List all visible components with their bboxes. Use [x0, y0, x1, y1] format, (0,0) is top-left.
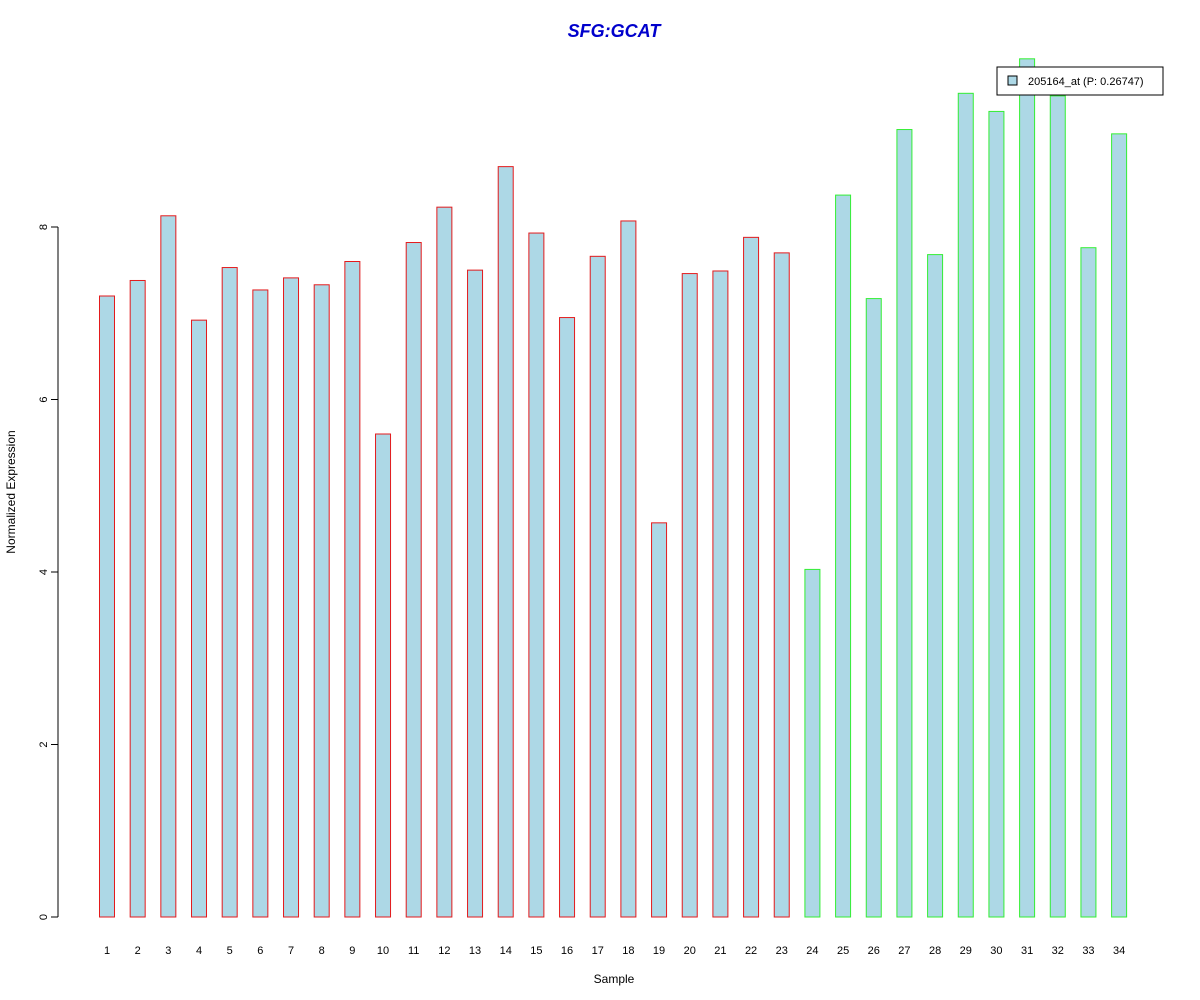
y-axis: 0 2 4 6 8 — [38, 224, 59, 920]
bar-sample-8 — [313, 284, 330, 918]
legend-swatch — [1007, 75, 1018, 86]
bar-sample-25 — [835, 194, 852, 918]
x-tick-label-13: 13 — [469, 945, 481, 957]
x-tick-label-8: 8 — [319, 945, 325, 957]
bar-sample-24 — [804, 568, 821, 918]
bar-sample-21 — [712, 270, 729, 918]
bar-sample-5 — [221, 267, 238, 918]
x-tick-label-15: 15 — [530, 945, 542, 957]
x-tick-labels: 1 2 3 4 5 6 7 8 9 10 11 12 13 14 15 16 17 18 19 20 21 22 23 24 2… — [104, 945, 1125, 957]
bar-sample-13 — [467, 269, 484, 918]
x-tick-label-32: 32 — [1052, 945, 1064, 957]
x-tick-label-27: 27 — [898, 945, 910, 957]
x-tick-label-29: 29 — [960, 945, 972, 957]
x-tick-label-1: 1 — [104, 945, 110, 957]
bar-sample-12 — [436, 206, 453, 918]
y-tick-label: 4 — [38, 569, 50, 575]
chart-title: SFG:GCAT — [568, 21, 663, 41]
x-tick-label-23: 23 — [776, 945, 788, 957]
legend-box — [996, 66, 1164, 96]
bar-sample-27 — [896, 129, 913, 918]
x-tick-label-18: 18 — [622, 945, 634, 957]
bar-sample-30 — [988, 110, 1005, 918]
x-tick-label-22: 22 — [745, 945, 757, 957]
legend-label: 205164_at (P: 0.26747) — [1028, 76, 1144, 88]
bar-sample-3 — [160, 215, 177, 918]
bar-sample-20 — [681, 273, 698, 918]
bar-sample-28 — [927, 254, 944, 918]
bar-sample-14 — [497, 166, 514, 918]
x-tick-label-24: 24 — [806, 945, 818, 957]
x-tick-label-17: 17 — [592, 945, 604, 957]
y-axis-label: Normalized Expression — [4, 430, 18, 553]
x-tick-label-20: 20 — [684, 945, 696, 957]
bar-sample-31 — [1019, 58, 1036, 918]
bar-sample-15 — [528, 232, 545, 918]
x-tick-label-12: 12 — [438, 945, 450, 957]
x-tick-label-33: 33 — [1082, 945, 1094, 957]
legend: 205164_at (P: 0.26747) — [996, 66, 1164, 96]
x-tick-label-2: 2 — [135, 945, 141, 957]
x-tick-label-28: 28 — [929, 945, 941, 957]
x-tick-label-4: 4 — [196, 945, 202, 957]
bar-sample-32 — [1049, 95, 1066, 918]
x-tick-label-31: 31 — [1021, 945, 1033, 957]
x-tick-label-25: 25 — [837, 945, 849, 957]
bar-sample-29 — [957, 92, 974, 918]
x-axis-label: Sample — [594, 972, 635, 986]
y-tick-label: 2 — [38, 741, 50, 747]
y-tick-label: 0 — [38, 914, 50, 920]
y-tick-label: 6 — [38, 396, 50, 402]
bar-sample-1 — [99, 295, 115, 918]
x-tick-label-7: 7 — [288, 945, 294, 957]
x-tick-label-3: 3 — [165, 945, 171, 957]
bars-group — [99, 58, 1128, 918]
x-tick-label-14: 14 — [500, 945, 512, 957]
x-tick-label-9: 9 — [349, 945, 355, 957]
x-tick-label-6: 6 — [257, 945, 263, 957]
bar-sample-17 — [589, 255, 606, 918]
x-tick-label-10: 10 — [377, 945, 389, 957]
bar-sample-33 — [1080, 247, 1097, 918]
bar-sample-26 — [865, 298, 882, 918]
bar-sample-7 — [283, 277, 300, 918]
bar-sample-10 — [375, 433, 392, 918]
bar-sample-2 — [129, 279, 146, 918]
bar-sample-18 — [620, 220, 637, 918]
x-tick-label-11: 11 — [408, 945, 419, 957]
x-tick-label-30: 30 — [990, 945, 1002, 957]
bar-sample-34 — [1111, 133, 1128, 918]
bar-sample-19 — [651, 522, 668, 918]
x-tick-label-16: 16 — [561, 945, 573, 957]
x-tick-label-26: 26 — [868, 945, 880, 957]
bar-sample-9 — [344, 261, 361, 918]
y-tick-label: 8 — [38, 224, 50, 230]
x-tick-label-21: 21 — [714, 945, 726, 957]
x-tick-label-19: 19 — [653, 945, 665, 957]
bar-sample-4 — [191, 319, 208, 918]
bar-sample-6 — [252, 289, 269, 918]
bar-sample-22 — [743, 236, 760, 918]
bar-sample-11 — [405, 242, 422, 918]
bar-sample-23 — [773, 252, 790, 918]
bar-sample-16 — [559, 317, 576, 918]
x-tick-label-34: 34 — [1113, 945, 1125, 957]
x-tick-label-5: 5 — [227, 945, 233, 957]
